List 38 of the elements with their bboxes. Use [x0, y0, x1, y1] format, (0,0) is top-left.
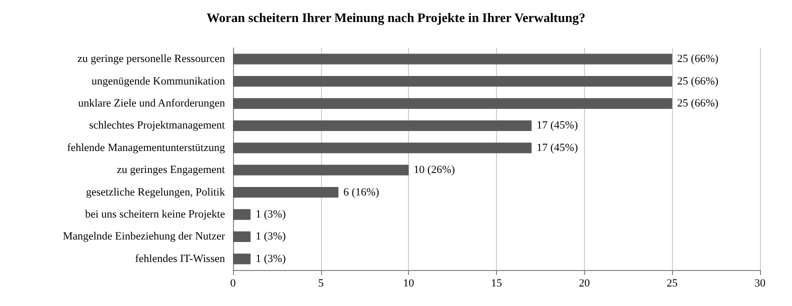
- y-tick-label: unklare Ziele und Anforderungen: [78, 98, 226, 110]
- data-label: 17 (45%): [536, 120, 578, 132]
- data-label: 10 (26%): [414, 164, 456, 176]
- data-label: 1 (3%): [256, 230, 286, 243]
- x-tick-label: 10: [403, 278, 415, 290]
- data-label: 6 (16%): [343, 186, 380, 198]
- y-tick-label: bei uns scheitern keine Projekte: [85, 208, 226, 220]
- bar: [233, 254, 251, 264]
- y-tick-label: Mangelnde Einbeziehung der Nutzer: [62, 230, 226, 243]
- data-label: 25 (66%): [677, 53, 719, 66]
- y-tick-label: fehlende Managementunterstützung: [67, 142, 226, 154]
- bar: [233, 54, 672, 64]
- x-tick-label: 25: [666, 278, 678, 290]
- y-tick-label: schlechtes Projektmanagement: [89, 120, 225, 132]
- data-label: 25 (66%): [677, 98, 719, 110]
- chart-title: Woran scheitern Ihrer Meinung nach Projekte in Ihrer Verwaltung?: [206, 10, 586, 25]
- y-tick-label: fehlendes IT-Wissen: [135, 252, 226, 265]
- x-tick-label: 0: [230, 278, 236, 290]
- x-tick-label: 5: [318, 278, 324, 290]
- bar: [233, 120, 532, 132]
- data-label: 17 (45%): [536, 142, 578, 154]
- bar: [233, 142, 532, 154]
- y-tick-label: zu geringes Engagement: [116, 164, 225, 176]
- y-tick-label: zu geringe personelle Ressourcen: [77, 53, 226, 66]
- bar: [233, 186, 338, 198]
- bar: [233, 231, 251, 242]
- data-label: 1 (3%): [256, 208, 286, 220]
- x-tick-label: 30: [754, 278, 766, 290]
- bar: [233, 164, 409, 176]
- data-label: 1 (3%): [256, 252, 286, 265]
- x-tick-label: 20: [578, 278, 590, 290]
- bar: [233, 98, 672, 109]
- x-tick-label: 15: [491, 278, 502, 290]
- y-tick-label: gesetzliche Regelungen, Politik: [86, 186, 226, 198]
- data-label: 25 (66%): [677, 75, 719, 88]
- bar: [233, 209, 251, 220]
- bar: [233, 76, 672, 87]
- y-tick-label: ungenügende Kommunikation: [91, 75, 226, 88]
